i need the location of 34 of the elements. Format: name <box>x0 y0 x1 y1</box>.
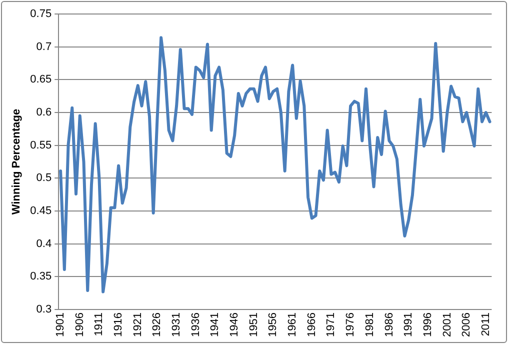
x-tick-label: 1981 <box>364 312 376 338</box>
x-tick-label: 1976 <box>344 312 357 338</box>
y-tick-label: 0.4 <box>36 238 52 250</box>
x-tick-label: 1996 <box>422 312 434 338</box>
x-tick-label: 1971 <box>325 312 338 338</box>
y-tick-label: 0.3 <box>36 304 52 316</box>
x-tick-label: 1901 <box>54 312 67 338</box>
x-tick-label: 1956 <box>267 312 280 338</box>
y-tick-label: 0.6 <box>36 106 52 119</box>
x-tick-label: 1946 <box>228 312 241 338</box>
x-tick-label: 1936 <box>190 312 202 338</box>
y-tick-label: 0.45 <box>30 205 52 218</box>
y-tick-label: 0.65 <box>30 74 52 86</box>
y-axis-title: Winning Percentage <box>10 108 23 215</box>
x-tick-label: 1941 <box>209 312 222 338</box>
x-tick-label: 1926 <box>151 312 164 338</box>
x-tick-label: 1986 <box>383 312 396 338</box>
y-tick-label: 0.5 <box>36 172 52 184</box>
x-tick-label: 1916 <box>112 312 125 338</box>
y-tick-label: 0.75 <box>30 8 52 20</box>
y-tick-label: 0.35 <box>30 270 52 283</box>
x-tick-label: 2001 <box>441 312 454 338</box>
x-tick-label: 1966 <box>306 312 318 338</box>
x-tick-label: 1921 <box>132 312 144 338</box>
y-tick-label: 0.7 <box>36 40 52 53</box>
x-tick-label: 1911 <box>93 312 106 336</box>
x-tick-label: 1961 <box>286 312 299 338</box>
x-tick-label: 1906 <box>74 312 86 338</box>
x-tick-label: 2006 <box>460 312 473 338</box>
x-tick-label: 1951 <box>248 312 260 338</box>
x-tick-label: 1931 <box>170 312 183 338</box>
y-tick-label: 0.55 <box>30 139 52 152</box>
x-tick-label: 2011 <box>480 312 492 336</box>
x-tick-label: 1991 <box>402 312 415 338</box>
